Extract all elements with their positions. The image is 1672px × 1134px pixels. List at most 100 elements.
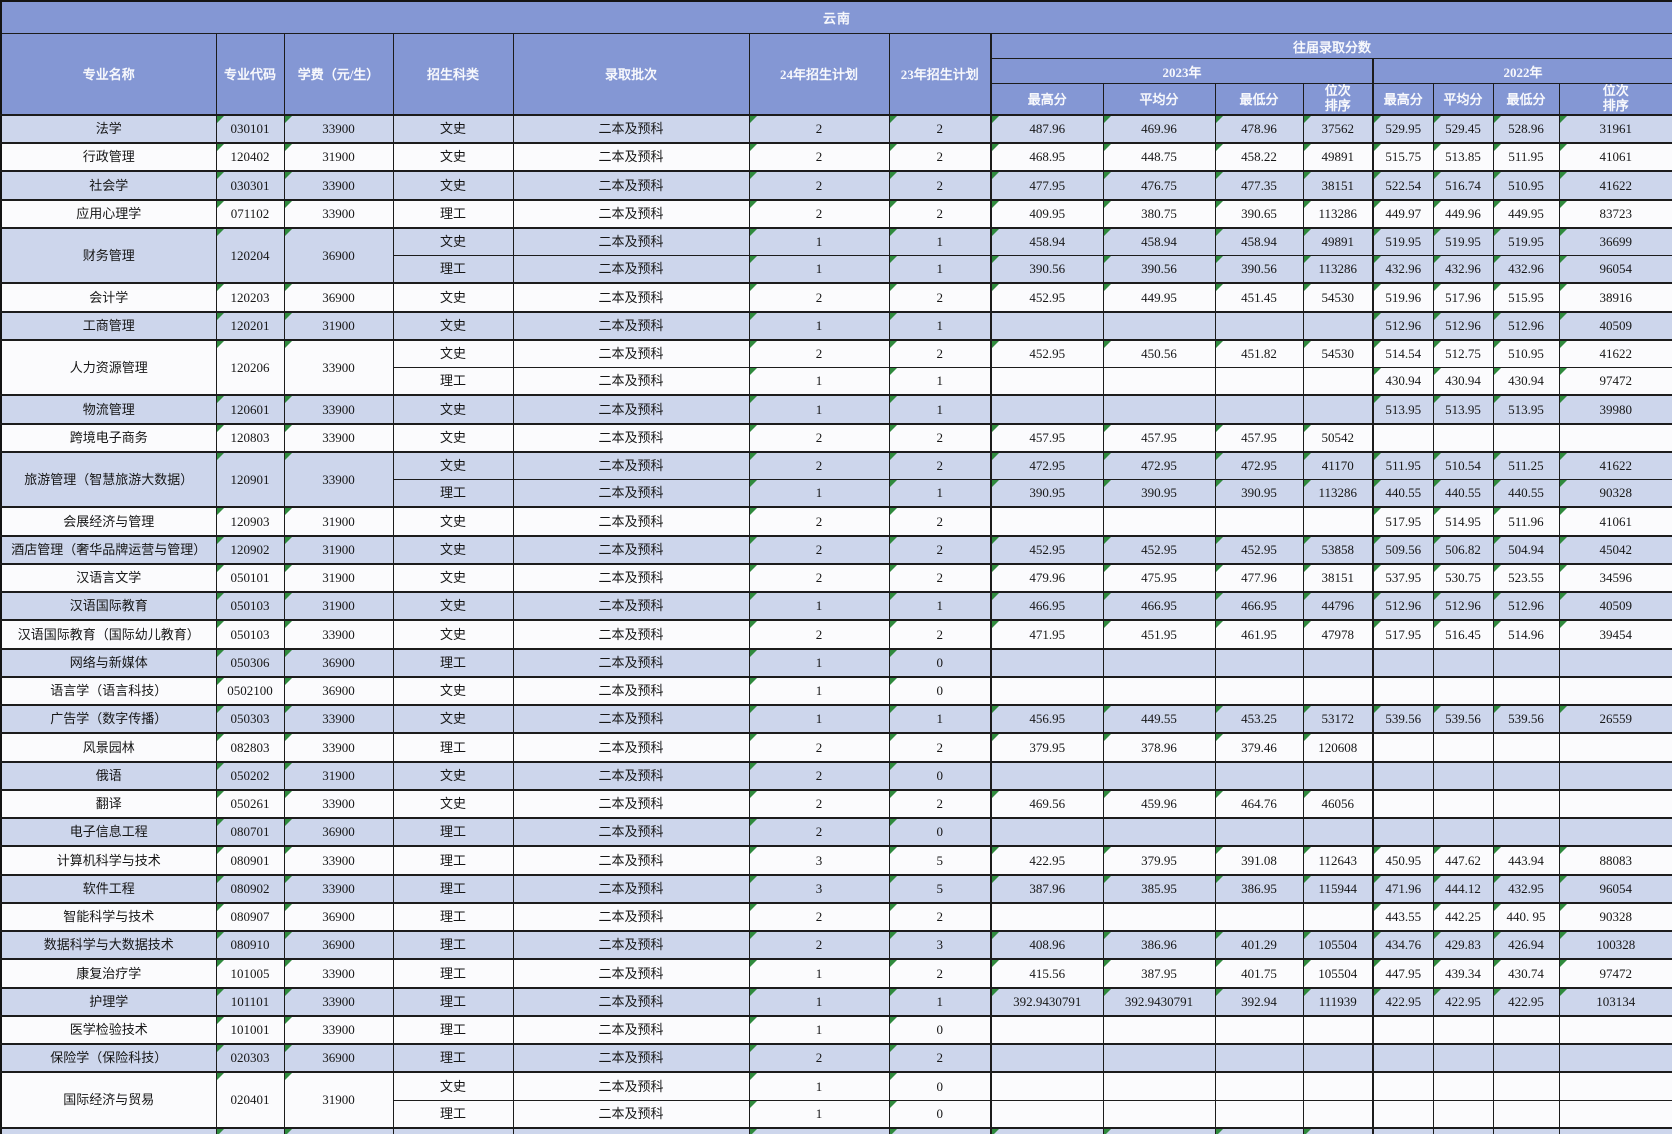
fee-cell: 33900 [283, 394, 394, 425]
major-code-cell: 120601 [215, 394, 285, 425]
col-header-2023-rank: 位次排序 [1302, 82, 1374, 116]
rank-2023-cell: 53172 [1302, 704, 1374, 734]
major-name-cell: 广告学（数字传播） [0, 704, 217, 734]
rank-2023-cell [1302, 647, 1374, 678]
plan-23-cell: 0 [888, 1014, 992, 1045]
table-row: 电子信息工程 080701 36900 理工 二本及预科 2 0 [0, 817, 1672, 847]
table-row: 法学 030101 33900 文史 二本及预科 2 2 487.96 469.96 478.96… [0, 113, 1672, 144]
rank-2023-cell [1302, 1071, 1374, 1101]
score-2023-min-cell: 466.95 [1214, 591, 1304, 621]
major-code-cell: 120203 [215, 282, 285, 313]
major-name-cell: 应用心理学 [0, 198, 217, 229]
category-cell: 文史 [392, 170, 514, 201]
fee-cell: 36900 [283, 226, 394, 284]
score-2023-min-cell [1214, 760, 1304, 791]
score-2022-min-cell: 539.56 [1492, 704, 1560, 734]
rank-2022-cell: 90328 [1558, 479, 1672, 508]
major-code-cell: 080917 [215, 1126, 285, 1134]
score-2022-max-cell [1372, 760, 1434, 791]
batch-cell: 二本及预科 [512, 1014, 750, 1045]
score-2023-avg-cell: 392.9430791 [1102, 986, 1216, 1017]
score-2023-max-cell: 409.95 [990, 198, 1104, 229]
rank-2023-cell: 49891 [1302, 226, 1374, 257]
score-2023-min-cell: 458.22 [1214, 142, 1304, 172]
score-2022-max-cell [1372, 675, 1434, 706]
plan-24-cell: 1 [748, 647, 890, 678]
rank-2022-cell: 88083 [1558, 845, 1672, 876]
score-2023-min-cell [1214, 394, 1304, 425]
fee-cell: 33900 [283, 986, 394, 1017]
rank-2022-cell: 97472 [1558, 367, 1672, 396]
score-2023-max-cell [990, 1099, 1104, 1129]
rank-2023-cell: 111939 [1302, 986, 1374, 1017]
category-cell: 文史 [392, 113, 514, 144]
table-row: 物流管理 120601 33900 文史 二本及预科 1 1 513.95 513.95 513.… [0, 394, 1672, 425]
table-row: 软件工程 080902 33900 理工 二本及预科 3 5 387.96 385.95 386.… [0, 873, 1672, 904]
fee-cell: 33900 [283, 704, 394, 734]
score-2023-min-cell [1214, 1043, 1304, 1073]
plan-23-cell: 2 [888, 534, 992, 565]
fee-cell: 33900 [283, 788, 394, 819]
fee-cell: 31900 [283, 562, 394, 593]
fee-cell: 33900 [283, 732, 394, 763]
plan-23-cell: 2 [888, 958, 992, 989]
score-2022-max-cell: 529.95 [1372, 113, 1434, 144]
category-cell: 文史 [392, 788, 514, 819]
score-2022-avg-cell: 447.62 [1432, 845, 1494, 876]
plan-23-cell: 2 [888, 619, 992, 650]
batch-cell: 二本及预科 [512, 338, 750, 369]
batch-cell: 二本及预科 [512, 562, 750, 593]
fee-cell: 33900 [283, 619, 394, 650]
score-2023-max-cell: 422.95 [990, 845, 1104, 876]
plan-24-cell: 2 [748, 1043, 890, 1073]
score-2022-avg-cell [1432, 1043, 1494, 1073]
rank-2022-cell: 96054 [1558, 873, 1672, 904]
batch-cell: 二本及预科 [512, 647, 750, 678]
score-2022-avg-cell [1432, 1071, 1494, 1101]
plan-23-cell: 1 [888, 704, 992, 734]
score-2023-max-cell: 452.95 [990, 282, 1104, 313]
score-2023-max-cell [990, 675, 1104, 706]
plan-24-cell: 2 [748, 338, 890, 369]
major-code-cell: 120201 [215, 310, 285, 341]
plan-24-cell: 2 [748, 562, 890, 593]
score-2023-max-cell [990, 1071, 1104, 1101]
score-2022-avg-cell: 510.54 [1432, 450, 1494, 481]
score-2023-max-cell: 415.56 [990, 958, 1104, 989]
major-code-cell: 120903 [215, 506, 285, 537]
plan-24-cell: 2 [748, 732, 890, 763]
score-2023-min-cell: 472.95 [1214, 450, 1304, 481]
score-2023-max-cell: 479.96 [990, 562, 1104, 593]
score-2023-max-cell: 477.95 [990, 170, 1104, 201]
batch-cell: 二本及预科 [512, 1043, 750, 1073]
category-cell: 理工 [392, 958, 514, 989]
rank-2022-cell: 40509 [1558, 310, 1672, 341]
fee-cell: 36900 [283, 647, 394, 678]
score-2022-avg-cell [1432, 760, 1494, 791]
score-2022-min-cell [1492, 647, 1560, 678]
category-cell: 文史 [392, 394, 514, 425]
table-row: 会展经济与管理 120903 31900 文史 二本及预科 2 2 517.95 514.95 5… [0, 506, 1672, 537]
plan-23-cell: 2 [888, 338, 992, 369]
major-name-cell: 数据科学与大数据技术 [0, 930, 217, 960]
score-2023-min-cell: 401.29 [1214, 930, 1304, 960]
fee-cell: 33900 [283, 845, 394, 876]
rank-2022-cell: 36699 [1558, 226, 1672, 257]
score-2022-avg-cell: 513.85 [1432, 142, 1494, 172]
category-cell: 文史 [392, 142, 514, 172]
score-2022-min-cell: 432.96 [1492, 255, 1560, 284]
table-row: 社会学 030301 33900 文史 二本及预科 2 2 477.95 476.75 477.3… [0, 170, 1672, 201]
plan-23-cell: 1 [888, 367, 992, 396]
score-2022-avg-cell: 512.96 [1432, 591, 1494, 621]
fee-cell: 33900 [283, 450, 394, 508]
score-2022-avg-cell: 530.75 [1432, 562, 1494, 593]
major-name-cell: 区块链工程 [0, 1126, 217, 1134]
rank-2023-cell: 44796 [1302, 591, 1374, 621]
score-2023-max-cell: 468.95 [990, 142, 1104, 172]
plan-24-cell: 1 [748, 704, 890, 734]
fee-cell: 31900 [283, 506, 394, 537]
score-2022-max-cell: 430.94 [1372, 367, 1434, 396]
fee-cell: 33900 [283, 198, 394, 229]
fee-cell: 33900 [283, 170, 394, 201]
col-header-batch: 录取批次 [512, 32, 750, 116]
